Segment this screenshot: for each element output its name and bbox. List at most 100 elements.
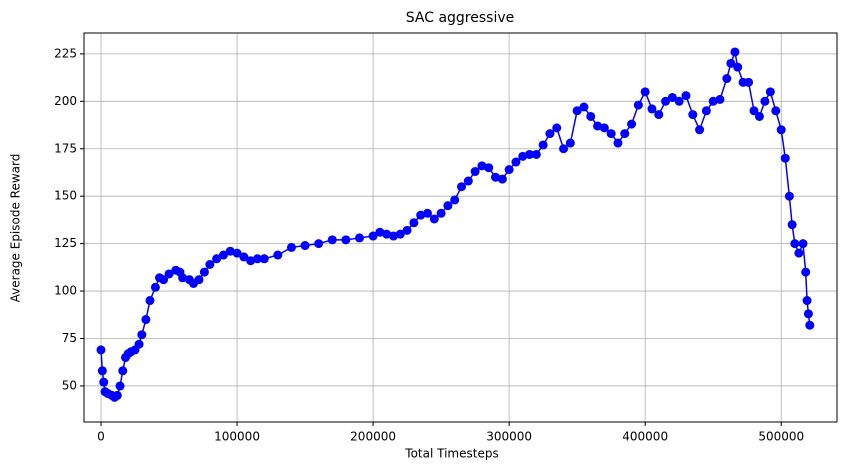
x-tick-label: 500000 [758,430,804,444]
marker [205,260,215,270]
marker [620,129,630,139]
marker [112,390,122,400]
y-tick-label: 200 [54,94,77,108]
marker [178,273,188,283]
marker [395,229,405,239]
marker [798,239,808,249]
marker [674,96,684,106]
marker [141,315,151,325]
marker [429,214,439,224]
marker [511,157,521,167]
marker [115,381,125,391]
marker [314,239,324,249]
marker [654,110,664,120]
marker [118,366,128,376]
marker [733,62,743,72]
marker [794,248,804,258]
marker [477,161,487,171]
marker [760,96,770,106]
marker [252,254,262,264]
marker [606,129,616,139]
marker [504,165,514,175]
marker [531,149,541,159]
marker [579,102,589,112]
marker [416,210,426,220]
marker [805,320,815,330]
marker [443,201,453,211]
marker [246,256,256,266]
marker [497,174,507,184]
x-axis-label: Total Timesteps [404,447,498,461]
marker [667,93,677,103]
marker [695,125,705,135]
marker [96,345,106,355]
marker [722,74,732,84]
marker [765,87,775,97]
y-tick-label: 125 [54,236,77,250]
marker [715,94,725,104]
marker [463,176,473,186]
marker [450,195,460,205]
marker [286,242,296,252]
marker [708,96,718,106]
marker [232,248,242,258]
marker [423,208,433,218]
marker [784,191,794,201]
marker [491,172,501,182]
marker [218,250,228,260]
marker [754,111,764,121]
marker [790,239,800,249]
marker [273,250,283,260]
marker [593,121,603,131]
x-tick-label: 100000 [214,430,260,444]
marker [749,106,759,116]
marker [559,144,569,154]
marker [484,163,494,173]
marker [300,241,310,251]
marker [402,225,412,235]
marker [801,267,811,277]
marker [382,229,392,239]
x-tick-label: 300000 [486,430,532,444]
marker [627,119,637,129]
marker [134,339,144,349]
marker [457,182,467,192]
marker [701,106,711,116]
marker [599,123,609,133]
marker [661,96,671,106]
y-axis-label: Average Episode Reward [9,154,23,303]
y-tick-label: 150 [54,189,77,203]
x-tick-label: 400000 [622,430,668,444]
marker [194,275,204,285]
marker [802,296,812,306]
x-tick-label: 0 [97,430,105,444]
marker [787,220,797,230]
y-tick-label: 175 [54,141,77,155]
marker [159,275,169,285]
marker [640,87,650,97]
marker [341,235,351,245]
marker [545,129,555,139]
marker [565,138,575,148]
marker [776,125,786,135]
marker [354,233,364,243]
marker [164,269,174,279]
plot-frame [83,32,838,423]
marker [744,77,754,87]
marker [199,267,209,277]
marker [409,218,419,228]
marker [97,366,107,376]
y-tick-label: 50 [62,378,77,392]
marker [803,309,813,319]
marker [633,100,643,110]
y-tick-label: 100 [54,284,77,298]
marker [780,153,790,163]
marker [239,252,249,262]
marker [388,231,398,241]
marker [212,254,222,264]
marker [225,246,235,256]
marker [518,151,528,161]
marker [99,377,109,387]
marker [730,47,740,57]
